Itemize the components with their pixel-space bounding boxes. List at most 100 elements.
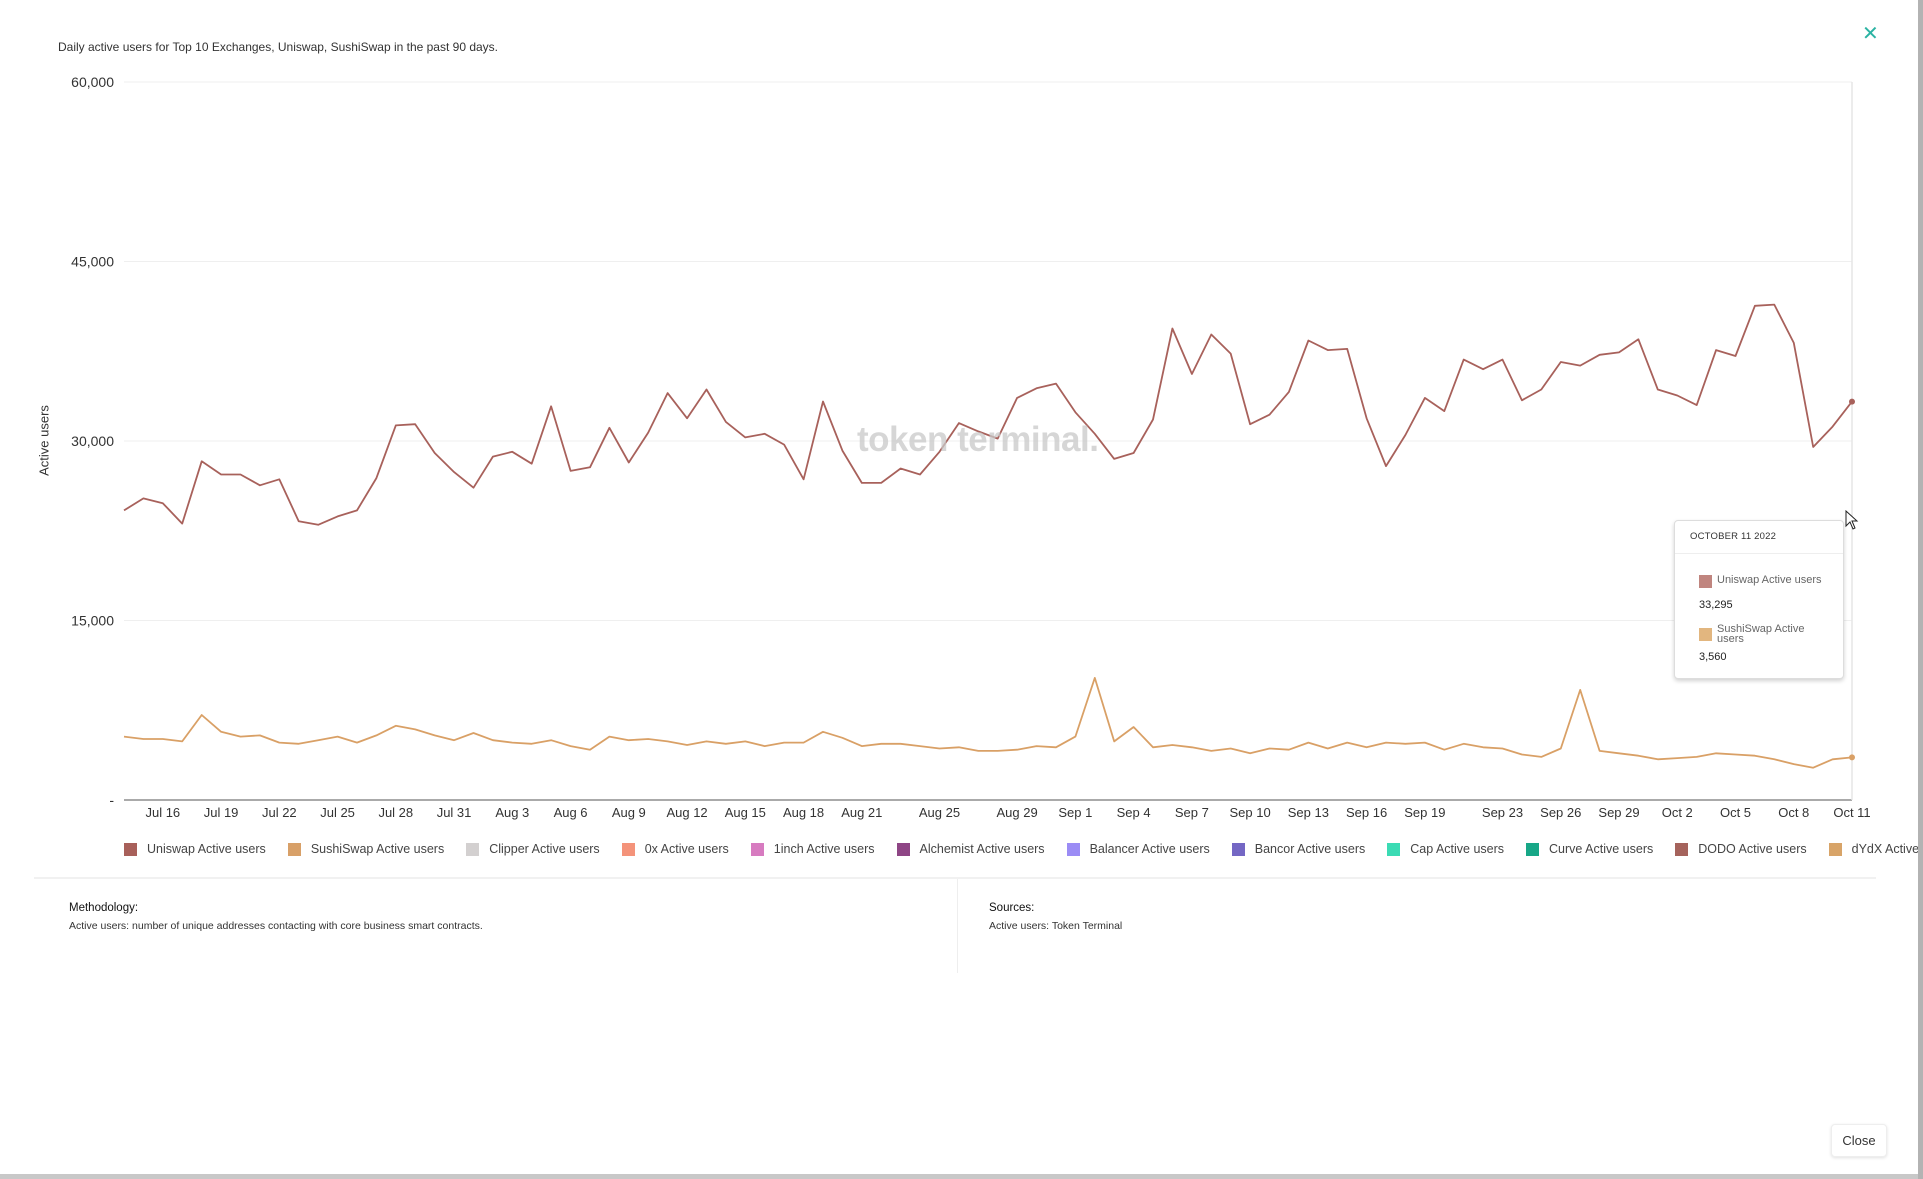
x-tick-label: Aug 6 [554,805,588,820]
legend-item[interactable]: 0x Active users [621,842,729,856]
x-tick-label: Sep 29 [1598,805,1639,820]
tooltip-label: SushiSwap Active users [1717,623,1805,645]
x-tick-label: Sep 4 [1117,805,1151,820]
x-tick-label: Sep 16 [1346,805,1387,820]
legend-label: SushiSwap Active users [310,842,445,856]
legend-label: dYdX Active users [1851,842,1923,856]
x-tick-label: Oct 8 [1778,805,1809,820]
y-tick-label: 60,000 [71,74,114,90]
sushiswap-swatch [1699,628,1712,641]
chart-subtitle: Daily active users for Top 10 Exchanges,… [58,40,499,54]
legend-swatch [1066,842,1080,856]
x-axis-ticks: Jul 16 Jul 19 Jul 22 Jul 25 Jul 28 Jul 31 Aug … [145,805,1870,820]
legend-label: 1inch Active users [773,842,875,856]
legend-item[interactable]: Bancor Active users [1231,842,1366,856]
x-tick-label: Sep 19 [1404,805,1445,820]
legend-item[interactable]: Uniswap Active users [124,842,266,856]
legend-label: Curve Active users [1549,842,1654,856]
legend-label: 0x Active users [644,842,729,856]
methodology-title: Methodology: [69,902,139,914]
x-tick-label: Sep 1 [1058,805,1092,820]
x-tick-label: Oct 5 [1720,805,1751,820]
legend-swatch [124,842,137,856]
chart-legend: Uniswap Active users SushiSwap Active use… [124,842,1923,856]
legend-swatch [621,842,635,856]
tooltip-value: 3,560 [1699,651,1727,663]
x-tick-label: Aug 18 [783,805,824,820]
x-tick-label: Aug 25 [919,805,960,820]
x-tick-label: Oct 2 [1662,805,1693,820]
legend-item[interactable]: Curve Active users [1526,842,1653,856]
y-tick-label: - [109,792,114,808]
uniswap-swatch [1699,575,1712,588]
legend-label: Bancor Active users [1254,842,1366,856]
mouse-cursor-icon [1845,510,1859,530]
legend-label: Clipper Active users [489,842,600,856]
legend-label: Balancer Active users [1089,842,1210,856]
tooltip-label: Uniswap Active users [1717,574,1822,586]
x-tick-label: Jul 25 [320,805,355,820]
x-tick-label: Sep 23 [1482,805,1523,820]
legend-label: Alchemist Active users [919,842,1045,856]
scrollbar[interactable] [1918,0,1923,1179]
series-line-uniswap [123,303,1853,526]
series-line-sushiswap [123,677,1853,769]
x-tick-label: Jul 16 [145,805,180,820]
tooltip-date: OCTOBER 11 2022 [1690,531,1777,542]
y-axis-ticks: - 15,000 30,000 45,000 60,000 [71,74,114,808]
close-button[interactable]: Close [1831,1124,1887,1157]
window-edge [0,1174,1918,1179]
tooltip-series-sushiswap: SushiSwap Active users [1699,623,1819,645]
x-tick-label: Aug 9 [612,805,646,820]
watermark-logo: token terminal. [857,420,1099,459]
legend-item[interactable]: Cap Active users [1387,842,1504,856]
x-tick-label: Oct 11 [1833,805,1870,820]
legend-label: DODO Active users [1698,842,1807,856]
x-tick-label: Sep 13 [1288,805,1329,820]
legend-label: Cap Active users [1410,842,1505,856]
sources-text: Active users: Token Terminal [989,920,1123,932]
x-tick-label: Sep 26 [1540,805,1581,820]
legend-swatch [1526,842,1540,856]
legend-label: Uniswap Active users [147,842,266,856]
x-tick-label: Jul 22 [262,805,297,820]
x-tick-label: Jul 31 [437,805,472,820]
legend-swatch [896,842,910,856]
legend-item[interactable]: dYdX Active users [1828,842,1923,856]
legend-item[interactable]: SushiSwap Active users [287,842,445,856]
data-point [1849,754,1855,761]
x-tick-label: Aug 3 [495,805,529,820]
x-tick-label: Sep 7 [1175,805,1209,820]
x-tick-label: Aug 29 [997,805,1038,820]
legend-swatch [466,842,480,856]
methodology-text: Active users: number of unique addresses… [69,920,483,932]
legend-swatch [1675,842,1689,856]
divider [957,879,958,973]
tooltip-series-uniswap: Uniswap Active users [1699,575,1822,588]
legend-item[interactable]: DODO Active users [1675,842,1807,856]
legend-swatch [750,842,764,856]
tooltip-value: 33,295 [1699,599,1733,611]
legend-swatch [1828,842,1842,856]
x-tick-label: Jul 28 [378,805,413,820]
grid [124,81,1853,801]
legend-item[interactable]: 1inch Active users [750,842,875,856]
y-tick-label: 15,000 [71,613,114,629]
data-point [1849,398,1855,405]
sources-title: Sources: [989,902,1035,914]
legend-item[interactable]: Clipper Active users [466,842,600,856]
close-x-icon[interactable]: ✕ [1862,23,1879,45]
divider [34,877,1876,879]
y-axis-label: Active users [36,405,52,476]
x-tick-label: Jul 19 [204,805,239,820]
series-lines [123,303,1855,769]
legend-swatch [1387,842,1401,856]
chart-tooltip: OCTOBER 11 2022 Uniswap Active users 33,… [1674,520,1844,679]
x-tick-label: Sep 10 [1230,805,1271,820]
legend-swatch [287,842,301,856]
x-tick-label: Aug 21 [841,805,882,820]
legend-item[interactable]: Balancer Active users [1066,842,1210,856]
legend-item[interactable]: Alchemist Active users [896,842,1045,856]
y-tick-label: 45,000 [71,254,114,270]
